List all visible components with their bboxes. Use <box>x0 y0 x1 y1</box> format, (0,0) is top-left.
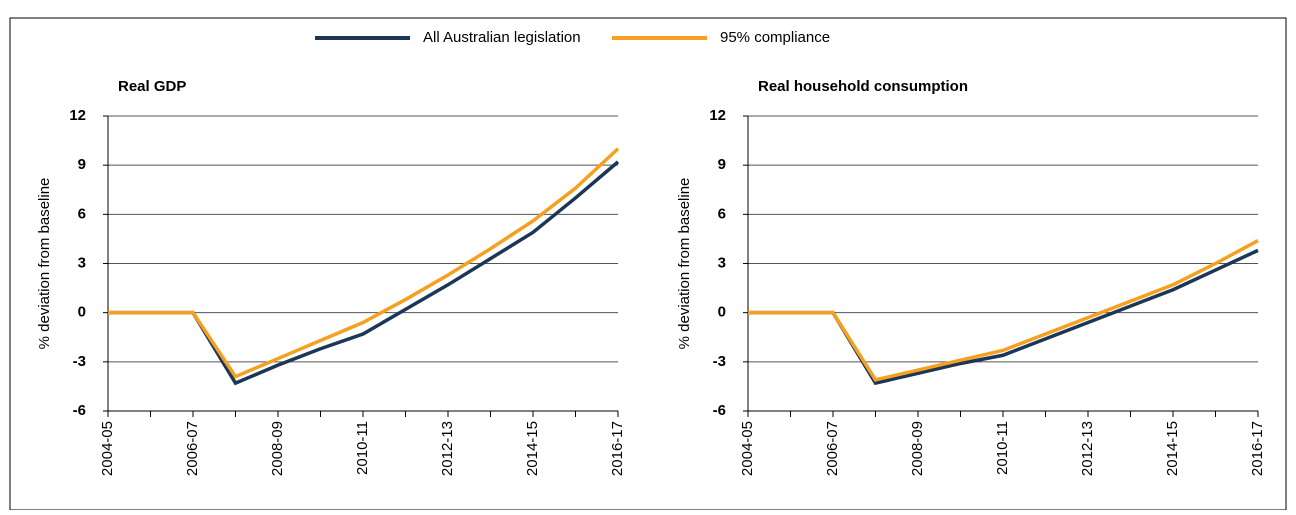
legend-label: 95% compliance <box>720 29 830 46</box>
legend-label: All Australian legislation <box>423 29 581 46</box>
y-tick-label: 12 <box>709 107 726 124</box>
x-tick-label: 2004-05 <box>739 421 756 476</box>
y-axis-label: % deviation from baseline <box>36 178 53 350</box>
y-tick-label: 12 <box>69 107 86 124</box>
x-tick-label: 2012-13 <box>439 421 456 476</box>
y-tick-label: -3 <box>73 353 86 370</box>
panel-title: Real household consumption <box>758 78 968 95</box>
x-tick-label: 2016-17 <box>1249 421 1266 476</box>
x-tick-label: 2014-15 <box>1164 421 1181 476</box>
x-tick-label: 2008-09 <box>909 421 926 476</box>
y-tick-label: -6 <box>73 402 86 419</box>
y-tick-label: 3 <box>718 254 726 271</box>
x-tick-label: 2010-11 <box>994 421 1011 475</box>
x-tick-label: 2016-17 <box>609 421 626 476</box>
y-tick-label: 3 <box>78 254 86 271</box>
y-tick-label: -6 <box>713 402 726 419</box>
y-tick-label: 6 <box>78 205 86 222</box>
panel-title: Real GDP <box>118 78 186 95</box>
y-axis-label: % deviation from baseline <box>676 178 693 350</box>
y-tick-label: 9 <box>718 156 726 173</box>
y-tick-label: 6 <box>718 205 726 222</box>
series-line <box>108 147 620 379</box>
x-tick-label: 2010-11 <box>354 421 371 475</box>
x-tick-label: 2014-15 <box>524 421 541 476</box>
series-line <box>108 160 620 386</box>
y-tick-label: -3 <box>713 353 726 370</box>
y-tick-label: 0 <box>718 304 726 321</box>
x-tick-label: 2006-07 <box>824 421 841 476</box>
x-tick-label: 2012-13 <box>1079 421 1096 476</box>
series-line <box>748 248 1259 386</box>
x-tick-label: 2004-05 <box>99 421 116 476</box>
x-tick-label: 2008-09 <box>269 421 286 476</box>
x-tick-label: 2006-07 <box>184 421 201 476</box>
y-tick-label: 0 <box>78 304 86 321</box>
y-tick-label: 9 <box>78 156 86 173</box>
series-line <box>748 239 1259 382</box>
